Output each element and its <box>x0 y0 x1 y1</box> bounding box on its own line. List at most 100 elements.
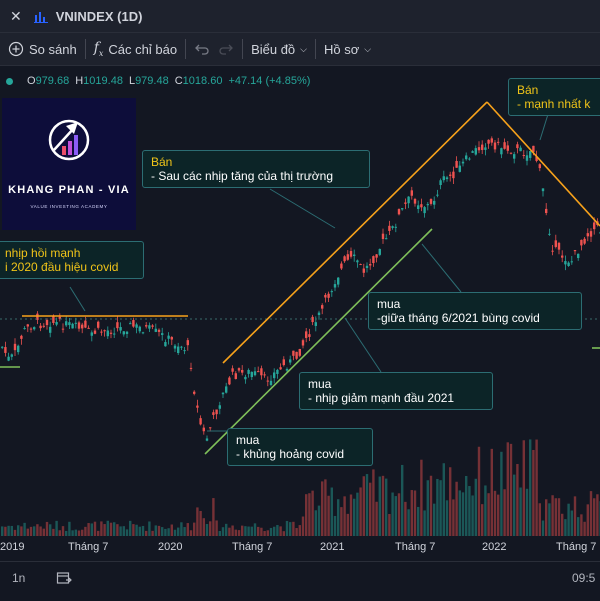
volume-bar <box>529 439 532 536</box>
redo-button[interactable] <box>218 33 242 65</box>
candle-body <box>461 161 465 164</box>
volume-bar <box>388 513 391 536</box>
time-axis[interactable]: 2019 Tháng 7 2020 Tháng 7 2021 Tháng 7 2… <box>0 538 600 558</box>
volume-bar <box>461 492 465 536</box>
function-icon: fx <box>93 40 104 58</box>
volume-bar <box>52 528 55 536</box>
volume-bar <box>458 490 461 536</box>
candle-body <box>436 194 439 196</box>
annotation-buy-2[interactable]: mua - nhịp giảm mạnh đầu 2021 <box>299 372 493 410</box>
toolbar-divider <box>185 39 187 59</box>
close-icon[interactable]: ✕ <box>10 7 22 24</box>
volume-bar <box>567 503 570 536</box>
volume-bar <box>365 474 369 536</box>
date-range-icon[interactable] <box>56 571 72 585</box>
indicators-button[interactable]: fx Các chỉ báo <box>86 33 185 65</box>
candle-body <box>161 333 164 335</box>
candle-body <box>548 233 551 235</box>
candle-body <box>196 405 199 408</box>
price-chart[interactable] <box>0 90 600 538</box>
bar-chart-icon[interactable] <box>33 9 48 23</box>
volume-bar <box>452 499 455 536</box>
annotation-sell-2[interactable]: Bán - mạnh nhất k <box>508 78 600 116</box>
annotation-text: -giữa tháng 6/2021 bùng covid <box>377 311 540 325</box>
volume-bar <box>493 490 497 536</box>
candle-body <box>442 176 445 181</box>
candle-body <box>359 264 362 266</box>
annotation-sell-1[interactable]: Bán - Sau các nhịp tăng của thị trường <box>142 150 370 188</box>
candle-body <box>311 316 314 323</box>
volume-bar <box>29 526 33 536</box>
undo-button[interactable] <box>186 33 218 65</box>
volume-bar <box>273 526 276 536</box>
candle-body <box>215 409 218 415</box>
candle-body <box>333 284 337 288</box>
candle-body <box>183 350 186 352</box>
candle-body <box>532 145 535 152</box>
volume-bar <box>487 493 490 536</box>
candle-body <box>295 351 298 359</box>
volume-bar <box>385 478 388 536</box>
candle-body <box>177 346 180 354</box>
candle-body <box>13 343 17 351</box>
candle-body <box>45 319 49 326</box>
candle-body <box>68 322 71 326</box>
annotation-title: Bán <box>517 83 539 97</box>
candle-body <box>330 291 333 293</box>
candle-body <box>413 198 417 204</box>
volume-bar <box>253 523 257 536</box>
upper-trend-line <box>222 101 488 364</box>
chart-menu-button[interactable]: Biểu đồ ⌵ <box>243 33 315 65</box>
annotation-buy-1[interactable]: mua -giữa tháng 6/2021 bùng covid <box>368 292 582 330</box>
candle-body <box>125 331 129 334</box>
compare-button[interactable]: So sánh <box>0 33 85 65</box>
candle-body <box>61 328 65 330</box>
bottom-toolbar: 1n 09:5 <box>0 561 600 601</box>
volume-bar <box>106 520 109 536</box>
candle-body <box>423 207 426 214</box>
candle-body <box>93 330 97 334</box>
volume-bar <box>45 521 49 536</box>
candle-body <box>593 222 596 230</box>
symbol-title[interactable]: VNINDEX (1D) <box>55 8 143 24</box>
volume-bar <box>212 498 215 536</box>
annotation-rebound[interactable]: nhịp hồi mạnh i 2020 đầu hiệu covid <box>0 241 144 279</box>
profile-menu-label: Hồ sơ <box>323 41 360 57</box>
volume-bar <box>109 522 113 536</box>
candle-body <box>407 196 410 204</box>
candle-body <box>17 345 20 353</box>
candle-body <box>305 331 308 338</box>
candle-body <box>365 265 369 269</box>
range-1y-button[interactable]: 1n <box>12 571 26 585</box>
volume-bar <box>218 530 221 536</box>
ohlc-change: +47.14 (+4.85%) <box>228 75 311 87</box>
volume-bar <box>68 521 71 536</box>
volume-bar <box>61 526 65 536</box>
volume-bar <box>321 481 324 536</box>
x-tick-label: 2022 <box>482 541 507 553</box>
profile-menu-button[interactable]: Hồ sơ ⌵ <box>316 33 379 65</box>
volume-bar <box>90 523 93 536</box>
candle-body <box>493 142 497 150</box>
volume-bar <box>516 464 519 536</box>
volume-bar <box>244 526 247 536</box>
logo: KHANG PHAN - VIA VALUE INVESTING ACADEMY <box>2 98 136 230</box>
candle-body <box>458 165 461 172</box>
annotation-buy-3[interactable]: mua - khủng hoảng covid <box>227 428 373 466</box>
x-tick-label: Tháng 7 <box>68 541 109 553</box>
candle-body <box>109 332 113 334</box>
candle-body <box>247 369 250 374</box>
volume-bar <box>429 475 433 536</box>
candle-body <box>349 251 353 257</box>
candle-body <box>410 190 413 196</box>
candle-body <box>164 342 167 347</box>
volume-bar <box>241 525 244 536</box>
volume-bar <box>292 521 295 536</box>
volume-bar <box>10 525 13 536</box>
volume-bar <box>260 527 263 536</box>
candle-body <box>573 250 577 252</box>
volume-bar <box>561 513 564 536</box>
candle-body <box>449 174 452 176</box>
volume-bar <box>349 494 353 536</box>
volume-bar <box>148 521 151 536</box>
